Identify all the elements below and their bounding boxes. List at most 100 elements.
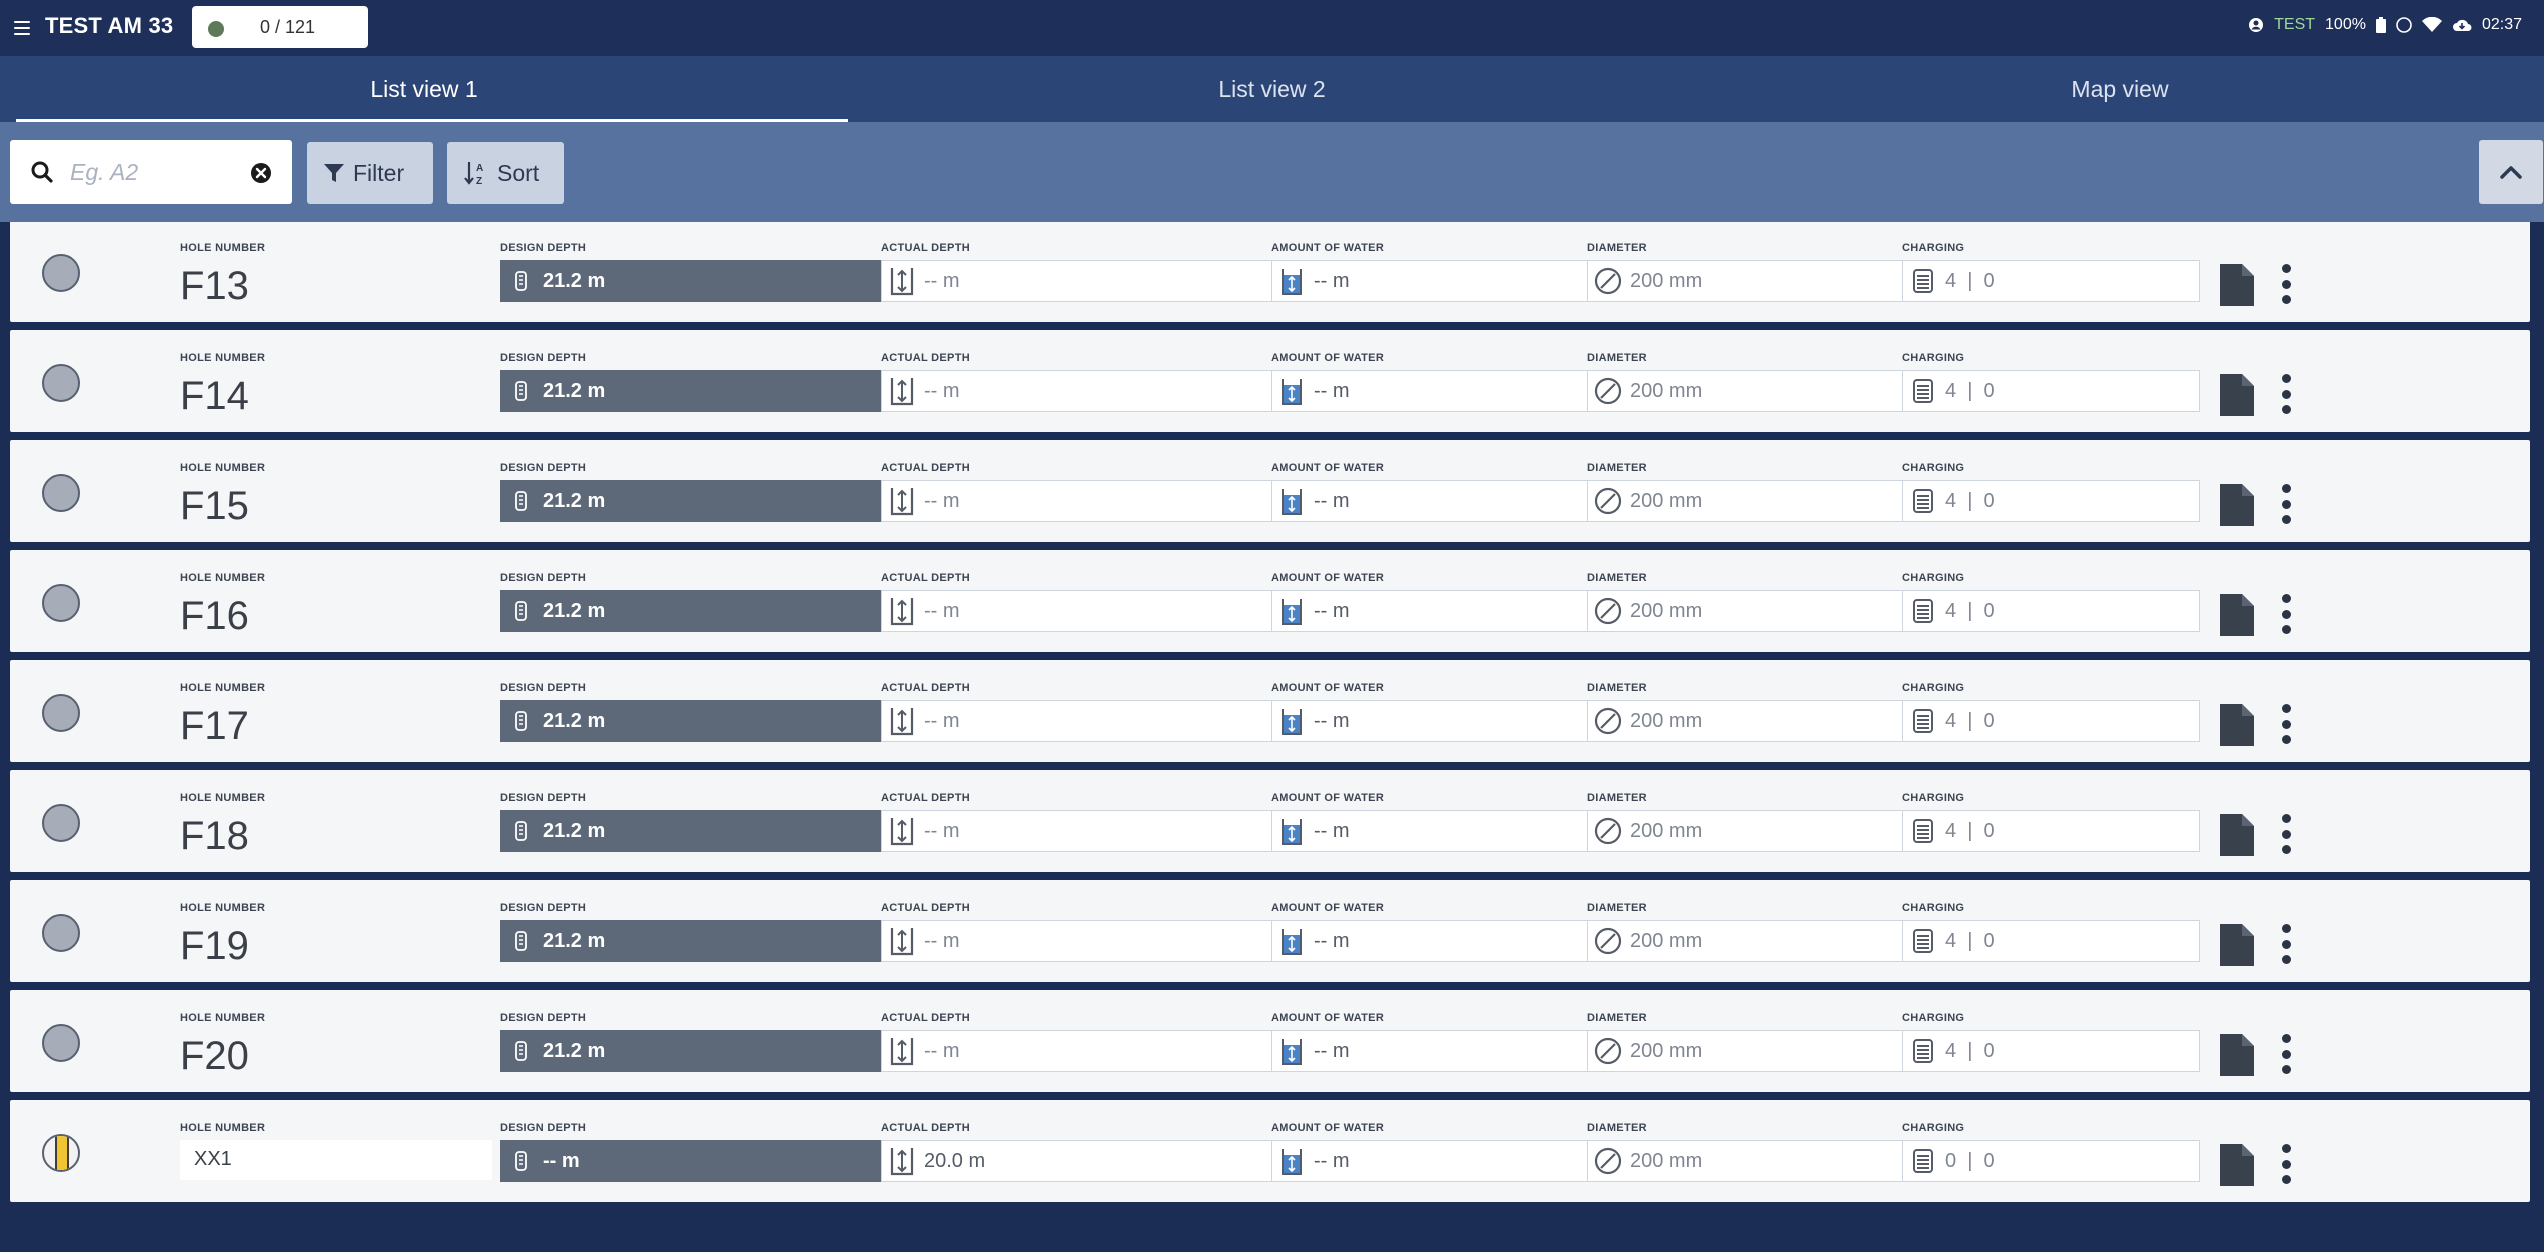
charging-field[interactable]: 4 | 0 <box>1902 590 2200 632</box>
hole-status-icon[interactable] <box>42 584 80 622</box>
table-row[interactable]: HOLE NUMBER F17 DESIGN DEPTH 21.2 m ACTU… <box>10 660 2530 762</box>
water-field[interactable]: -- m <box>1271 590 1589 632</box>
design-depth-icon <box>515 711 527 731</box>
document-icon[interactable] <box>2218 482 2256 528</box>
tab-list-view-1[interactable]: List view 1 <box>0 56 848 122</box>
chevron-up-icon <box>2500 166 2522 179</box>
document-icon[interactable] <box>2218 592 2256 638</box>
clear-search-icon[interactable] <box>250 162 272 184</box>
more-options-icon[interactable] <box>2280 814 2292 854</box>
design-depth-field[interactable]: 21.2 m <box>500 920 882 962</box>
hole-number-field[interactable]: XX1 <box>180 1140 492 1180</box>
actual-depth-field[interactable]: 20.0 m <box>881 1140 1273 1182</box>
actual-depth-field[interactable]: -- m <box>881 480 1273 522</box>
hole-status-icon[interactable] <box>42 694 80 732</box>
document-icon[interactable] <box>2218 372 2256 418</box>
actual-depth-label: ACTUAL DEPTH <box>881 462 970 474</box>
water-field[interactable]: -- m <box>1271 1030 1589 1072</box>
actual-depth-label: ACTUAL DEPTH <box>881 792 970 804</box>
more-options-icon[interactable] <box>2280 1144 2292 1184</box>
design-depth-field[interactable]: 21.2 m <box>500 480 882 522</box>
charging-field[interactable]: 4 | 0 <box>1902 370 2200 412</box>
battery-level: 100% <box>2325 16 2366 33</box>
charging-field[interactable]: 4 | 0 <box>1902 1030 2200 1072</box>
document-icon[interactable] <box>2218 812 2256 858</box>
table-row[interactable]: HOLE NUMBER F20 DESIGN DEPTH 21.2 m ACTU… <box>10 990 2530 1092</box>
hole-status-icon[interactable] <box>42 1024 80 1062</box>
charging-field[interactable]: 4 | 0 <box>1902 920 2200 962</box>
design-depth-field[interactable]: 21.2 m <box>500 590 882 632</box>
design-depth-field[interactable]: 21.2 m <box>500 700 882 742</box>
table-row[interactable]: HOLE NUMBER XX1 DESIGN DEPTH -- m ACTUAL… <box>10 1100 2530 1202</box>
status-bar: TEST 100% 02:37 <box>2248 16 2522 34</box>
search-input[interactable] <box>70 154 240 190</box>
water-field[interactable]: -- m <box>1271 370 1589 412</box>
actual-depth-field[interactable]: -- m <box>881 370 1273 412</box>
collapse-toolbar-button[interactable] <box>2479 140 2543 204</box>
water-field[interactable]: -- m <box>1271 700 1589 742</box>
table-row[interactable]: HOLE NUMBER F16 DESIGN DEPTH 21.2 m ACTU… <box>10 550 2530 652</box>
more-options-icon[interactable] <box>2280 594 2292 634</box>
hole-status-icon[interactable] <box>42 254 80 292</box>
document-icon[interactable] <box>2218 702 2256 748</box>
more-options-icon[interactable] <box>2280 374 2292 414</box>
actual-depth-field[interactable]: -- m <box>881 920 1273 962</box>
hole-status-icon[interactable] <box>42 474 80 512</box>
document-icon[interactable] <box>2218 922 2256 968</box>
charging-field[interactable]: 4 | 0 <box>1902 700 2200 742</box>
actual-depth-field[interactable]: -- m <box>881 810 1273 852</box>
diameter-field[interactable]: 200 mm <box>1587 1140 1903 1182</box>
document-icon[interactable] <box>2218 1142 2256 1188</box>
charging-icon <box>1913 929 1933 953</box>
diameter-field[interactable]: 200 mm <box>1587 370 1903 412</box>
table-row[interactable]: HOLE NUMBER F15 DESIGN DEPTH 21.2 m ACTU… <box>10 440 2530 542</box>
tab-list-view-2[interactable]: List view 2 <box>1218 75 1326 102</box>
charging-field[interactable]: 4 | 0 <box>1902 480 2200 522</box>
actual-depth-field[interactable]: -- m <box>881 1030 1273 1072</box>
design-depth-field[interactable]: 21.2 m <box>500 810 882 852</box>
hole-status-icon[interactable] <box>42 364 80 402</box>
actual-depth-field[interactable]: -- m <box>881 700 1273 742</box>
tab-map-view[interactable]: Map view <box>2071 75 2169 102</box>
more-options-icon[interactable] <box>2280 704 2292 744</box>
table-row[interactable]: HOLE NUMBER F18 DESIGN DEPTH 21.2 m ACTU… <box>10 770 2530 872</box>
charging-field[interactable]: 4 | 0 <box>1902 810 2200 852</box>
more-options-icon[interactable] <box>2280 924 2292 964</box>
hole-status-icon[interactable] <box>42 1134 80 1172</box>
diameter-field[interactable]: 200 mm <box>1587 1030 1903 1072</box>
table-row[interactable]: HOLE NUMBER F19 DESIGN DEPTH 21.2 m ACTU… <box>10 880 2530 982</box>
hole-status-icon[interactable] <box>42 914 80 952</box>
more-options-icon[interactable] <box>2280 264 2292 304</box>
diameter-field[interactable]: 200 mm <box>1587 260 1903 302</box>
water-field[interactable]: -- m <box>1271 260 1589 302</box>
charging-value: 4 | 0 <box>1945 819 1995 842</box>
design-depth-field[interactable]: 21.2 m <box>500 370 882 412</box>
diameter-field[interactable]: 200 mm <box>1587 590 1903 632</box>
diameter-field[interactable]: 200 mm <box>1587 480 1903 522</box>
actual-depth-field[interactable]: -- m <box>881 260 1273 302</box>
diameter-field[interactable]: 200 mm <box>1587 920 1903 962</box>
hole-status-icon[interactable] <box>42 804 80 842</box>
water-field[interactable]: -- m <box>1271 920 1589 962</box>
charging-field[interactable]: 0 | 0 <box>1902 1140 2200 1182</box>
water-field[interactable]: -- m <box>1271 810 1589 852</box>
design-depth-field[interactable]: 21.2 m <box>500 1030 882 1072</box>
table-row[interactable]: HOLE NUMBER F13 DESIGN DEPTH 21.2 m ACTU… <box>10 222 2530 322</box>
actual-depth-field[interactable]: -- m <box>881 590 1273 632</box>
design-depth-field[interactable]: 21.2 m <box>500 260 882 302</box>
more-options-icon[interactable] <box>2280 1034 2292 1074</box>
design-depth-field[interactable]: -- m <box>500 1140 882 1182</box>
more-options-icon[interactable] <box>2280 484 2292 524</box>
menu-icon[interactable] <box>14 21 30 35</box>
document-icon[interactable] <box>2218 1032 2256 1078</box>
diameter-field[interactable]: 200 mm <box>1587 810 1903 852</box>
table-row[interactable]: HOLE NUMBER F14 DESIGN DEPTH 21.2 m ACTU… <box>10 330 2530 432</box>
diameter-field[interactable]: 200 mm <box>1587 700 1903 742</box>
charging-field[interactable]: 4 | 0 <box>1902 260 2200 302</box>
water-field[interactable]: -- m <box>1271 1140 1589 1182</box>
water-field[interactable]: -- m <box>1271 480 1589 522</box>
progress-counter[interactable]: 0 / 121 <box>192 6 368 48</box>
filter-button[interactable]: Filter <box>307 142 433 204</box>
document-icon[interactable] <box>2218 262 2256 308</box>
